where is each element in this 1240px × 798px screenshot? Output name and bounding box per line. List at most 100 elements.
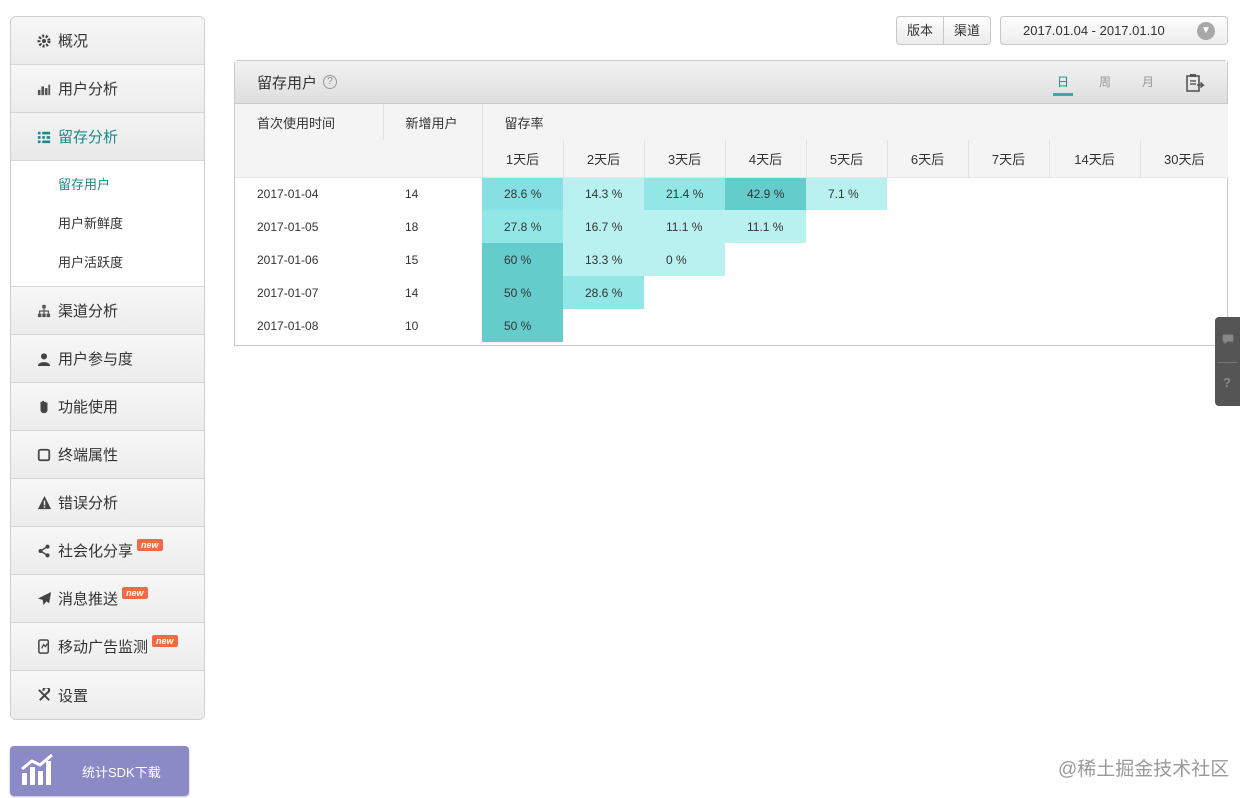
empty-cell — [968, 309, 1049, 342]
channel-filter-button[interactable]: 渠道 — [943, 17, 990, 44]
empty-cell — [1049, 276, 1140, 309]
new-users-cell: 14 — [405, 186, 419, 201]
growth-chart-icon — [21, 753, 53, 785]
empty-cell — [887, 276, 968, 309]
sidebar-item-label: 错误分析 — [58, 495, 119, 512]
new-users-header: 新增用户 — [383, 104, 483, 140]
empty-cell — [806, 276, 887, 309]
empty-cell — [968, 210, 1049, 243]
phone-icon — [36, 447, 52, 463]
empty-cell — [887, 210, 968, 243]
sidebar-item-ad-monitor[interactable]: 移动广告监测 new — [11, 623, 204, 671]
sidebar-item-overview[interactable]: 概况 — [11, 17, 204, 65]
day-column-header: 4天后 — [724, 140, 806, 178]
empty-cell — [644, 309, 725, 342]
empty-cell — [806, 243, 887, 276]
first-use-date-cell: 2017-01-05 — [257, 219, 319, 234]
sidebar-item-label: 社会化分享 — [58, 543, 134, 560]
retention-rate-cell: 11.1 % — [725, 210, 806, 243]
retention-rate-cell: 21.4 % — [644, 177, 725, 210]
hierarchy-icon — [36, 303, 52, 319]
sidebar-item-error-analysis[interactable]: 错误分析 — [11, 479, 204, 527]
version-filter-button[interactable]: 版本 — [907, 23, 934, 38]
hand-icon — [36, 399, 52, 415]
new-badge: new — [137, 538, 163, 551]
sidebar-item-settings[interactable]: 设置 — [11, 671, 204, 719]
period-month-tab[interactable]: 月 — [1142, 75, 1155, 89]
table-row: 2017-01-04 14 28.6 % 14.3 % 21.4 % 42.9 % 7.1 … — [235, 177, 1228, 210]
empty-cell — [1140, 177, 1228, 210]
day-column-header: 2天后 — [562, 140, 644, 178]
first-use-date-cell: 2017-01-07 — [257, 285, 319, 300]
table-row: 2017-01-06 15 60 % 13.3 % 0 % — [235, 243, 1228, 276]
sdk-download-label: 统计SDK下载 — [82, 764, 161, 780]
sidebar-item-label: 用户分析 — [58, 81, 119, 98]
new-users-cell: 10 — [405, 318, 419, 333]
table-row: 2017-01-08 10 50 % — [235, 309, 1228, 342]
day-column-header: 30天后 — [1139, 140, 1229, 178]
sidebar-item-channel-analysis[interactable]: 渠道分析 — [11, 287, 204, 335]
sidebar-subitem[interactable]: 留存用户 — [58, 177, 111, 192]
question-icon[interactable]: ? — [1223, 375, 1231, 390]
retention-rate-cell: 16.7 % — [563, 210, 644, 243]
period-week-tab[interactable]: 周 — [1099, 75, 1112, 89]
retention-rate-cell: 28.6 % — [482, 177, 563, 210]
empty-cell — [644, 276, 725, 309]
sidebar-item-retention-analysis[interactable]: 留存分析 — [11, 113, 204, 161]
empty-cell — [968, 177, 1049, 210]
filter-segment: 版本 渠道 — [896, 16, 992, 45]
sidebar-subitem[interactable]: 用户新鲜度 — [58, 216, 124, 231]
date-range-picker[interactable]: 2017.01.04 - 2017.01.10 ▼ — [1000, 16, 1228, 45]
sidebar-item-device-attributes[interactable]: 终端属性 — [11, 431, 204, 479]
panel-header: 留存用户 ? 日 周 月 — [235, 61, 1227, 104]
sidebar-item-label: 用户参与度 — [58, 351, 134, 368]
empty-cell — [1049, 243, 1140, 276]
retention-rate-cell: 14.3 % — [563, 177, 644, 210]
share-icon — [36, 543, 52, 559]
empty-cell — [1049, 210, 1140, 243]
sdk-download-button[interactable]: 统计SDK下载 — [10, 746, 189, 796]
sidebar-item-feature-usage[interactable]: 功能使用 — [11, 383, 204, 431]
floating-sidebar: ? — [1215, 317, 1240, 406]
empty-cell — [725, 276, 806, 309]
new-users-cell: 15 — [405, 252, 419, 267]
retention-header: 留存率 — [482, 104, 1229, 140]
retention-rate-cell: 60 % — [482, 243, 563, 276]
empty-cell — [725, 243, 806, 276]
help-icon[interactable]: ? — [323, 75, 338, 89]
chevron-down-icon[interactable]: ▼ — [1197, 22, 1215, 40]
retention-rate-cell: 7.1 % — [806, 177, 887, 210]
empty-cell — [887, 243, 968, 276]
sidebar-item-push[interactable]: 消息推送 new — [11, 575, 204, 623]
empty-cell — [806, 210, 887, 243]
sidebar-subitem[interactable]: 用户活跃度 — [58, 255, 124, 270]
period-day-tab[interactable]: 日 — [1052, 75, 1074, 96]
gear-icon — [36, 33, 52, 49]
date-range-text: 2017.01.04 - 2017.01.10 — [1023, 23, 1165, 38]
day-column-header: 6天后 — [886, 140, 968, 178]
sidebar-subnav: 留存用户用户新鲜度用户活跃度 — [11, 161, 204, 287]
day-column-header: 14天后 — [1048, 140, 1140, 178]
chat-bubble-icon[interactable] — [1221, 332, 1235, 346]
empty-cell — [1049, 309, 1140, 342]
sidebar-item-user-analysis[interactable]: 用户分析 — [11, 65, 204, 113]
panel-title: 留存用户 — [257, 74, 318, 92]
retention-rate-cell: 50 % — [482, 276, 563, 309]
blank-header — [235, 140, 383, 178]
empty-cell — [563, 309, 644, 342]
day-column-header: 7天后 — [967, 140, 1049, 178]
export-icon[interactable] — [1185, 73, 1205, 93]
day-column-header: 1天后 — [481, 140, 563, 178]
sidebar-item-label: 功能使用 — [58, 399, 119, 416]
table-row: 2017-01-07 14 50 % 28.6 % — [235, 276, 1228, 309]
person-icon — [36, 351, 52, 367]
retention-rate-cell: 28.6 % — [563, 276, 644, 309]
retention-rate-cell: 13.3 % — [563, 243, 644, 276]
empty-cell — [1140, 276, 1228, 309]
empty-cell — [1140, 243, 1228, 276]
sidebar-item-label: 终端属性 — [58, 447, 119, 464]
sidebar-item-social-sharing[interactable]: 社会化分享 new — [11, 527, 204, 575]
sidebar-item-user-engagement[interactable]: 用户参与度 — [11, 335, 204, 383]
empty-cell — [887, 309, 968, 342]
new-badge: new — [152, 634, 178, 647]
